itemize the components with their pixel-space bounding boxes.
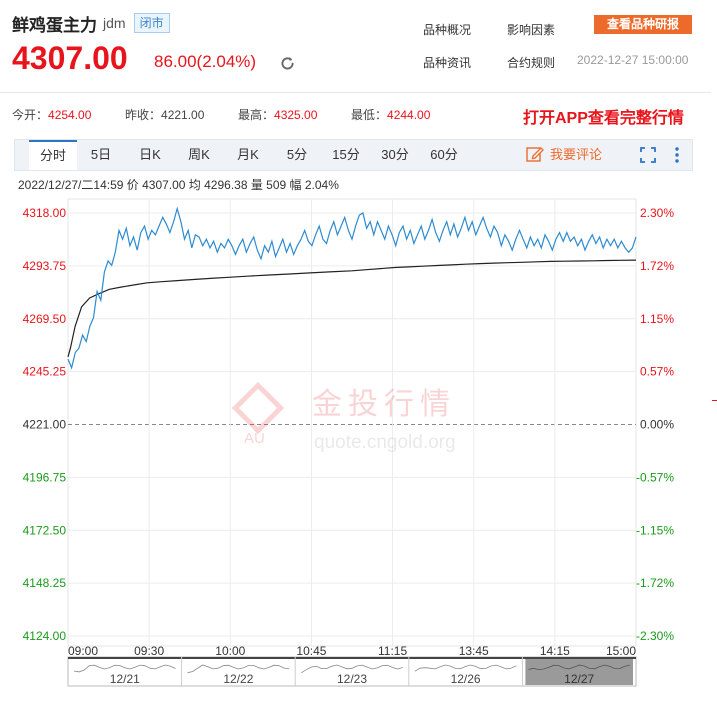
y-tick-label-left: 4318.00 bbox=[23, 206, 67, 220]
y-tick-label-left: 4148.25 bbox=[23, 576, 67, 590]
stat-prev-close: 昨收：4221.00 bbox=[125, 108, 205, 122]
y-tick-label-left: 4221.00 bbox=[23, 418, 67, 432]
x-tick-label: 10:00 bbox=[215, 644, 245, 658]
last-price: 4307.00 bbox=[12, 40, 128, 76]
y-tick-label-right: -1.15% bbox=[636, 523, 674, 537]
x-tick-label: 11:15 bbox=[378, 644, 407, 658]
overview-date-label: 12/27 bbox=[564, 672, 594, 686]
market-status-badge: 闭市 bbox=[133, 13, 170, 33]
x-tick-label: 15:00 bbox=[606, 644, 636, 658]
overview-sparkline bbox=[300, 664, 403, 674]
price-change: 86.00(2.04%) bbox=[154, 52, 257, 71]
overview-date-label: 12/23 bbox=[337, 672, 367, 686]
stat-low: 最低：4244.00 bbox=[351, 108, 431, 122]
y-tick-label-left: 4293.75 bbox=[23, 259, 67, 273]
overview-sparkline bbox=[528, 664, 631, 671]
y-tick-label-left: 4269.50 bbox=[23, 312, 67, 326]
y-tick-label-right: 2.30% bbox=[640, 206, 674, 220]
tab-weekly-k[interactable]: 周K bbox=[188, 147, 210, 162]
overview-sparkline bbox=[73, 664, 176, 673]
product-code: jdm bbox=[103, 15, 126, 31]
quote-timestamp: 2022-12-27 15:00:00 bbox=[577, 53, 689, 67]
link-influence-factors[interactable]: 影响因素 bbox=[507, 23, 556, 37]
y-tick-label-right: -2.30% bbox=[636, 629, 674, 643]
tab-30min[interactable]: 30分 bbox=[381, 147, 409, 162]
overview-sparkline bbox=[414, 664, 517, 672]
comment-button[interactable]: 我要评论 bbox=[526, 140, 602, 170]
overview-date-label: 12/21 bbox=[110, 672, 140, 686]
page-right-edge bbox=[711, 0, 717, 707]
tab-intraday[interactable]: 分时 bbox=[29, 140, 77, 170]
y-tick-label-left: 4245.25 bbox=[23, 365, 67, 379]
y-tick-label-left: 4172.50 bbox=[23, 523, 67, 537]
edge-marker bbox=[712, 400, 717, 401]
research-report-button[interactable]: 查看品种研报 bbox=[594, 15, 692, 34]
overview-sparkline bbox=[187, 664, 290, 674]
stat-open: 今开：4254.00 bbox=[12, 108, 92, 122]
watermark-logo bbox=[231, 381, 285, 435]
x-tick-label: 10:45 bbox=[296, 644, 326, 658]
price-line bbox=[67, 206, 637, 370]
overview-date-label: 12/22 bbox=[223, 672, 253, 686]
y-tick-label-left: 4196.75 bbox=[23, 470, 67, 484]
link-contract-rules[interactable]: 合约规则 bbox=[507, 56, 556, 70]
open-app-link[interactable]: 打开APP查看完整行情 bbox=[523, 110, 684, 127]
intraday-chart[interactable]: AU 金投行情 quote.cngold.org 4318.00 2.30% 429… bbox=[0, 196, 711, 692]
chart-tabbar: 分时 5日 日K 周K 月K 5分 15分 30分 60分 我要评论 bbox=[14, 139, 693, 171]
x-tick-label: 13:45 bbox=[459, 644, 489, 658]
crosshair-info-line: 2022/12/27/二14:59 价 4307.00 均 4296.38 量 … bbox=[18, 178, 339, 192]
tab-monthly-k[interactable]: 月K bbox=[237, 147, 259, 162]
watermark-text: 金投行情 bbox=[312, 387, 456, 422]
fullscreen-icon[interactable] bbox=[640, 147, 656, 163]
y-tick-label-right: -0.57% bbox=[636, 470, 674, 484]
tab-5min[interactable]: 5分 bbox=[286, 147, 308, 162]
edit-icon bbox=[526, 147, 544, 162]
y-tick-label-left: 4124.00 bbox=[23, 629, 67, 643]
stat-high: 最高：4325.00 bbox=[238, 108, 318, 122]
link-product-overview[interactable]: 品种概况 bbox=[423, 23, 472, 37]
plot-frame bbox=[67, 198, 637, 647]
overview-date-label: 12/26 bbox=[451, 672, 481, 686]
tab-5day[interactable]: 5日 bbox=[90, 147, 112, 162]
more-options-icon[interactable] bbox=[673, 146, 681, 164]
tab-daily-k[interactable]: 日K bbox=[139, 147, 161, 162]
watermark-url: quote.cngold.org bbox=[314, 432, 456, 453]
tab-60min[interactable]: 60分 bbox=[430, 147, 458, 162]
header-divider bbox=[0, 92, 717, 93]
average-price-line bbox=[67, 259, 637, 358]
y-tick-label-right: 1.15% bbox=[640, 312, 674, 326]
tab-15min[interactable]: 15分 bbox=[332, 147, 360, 162]
y-tick-label-right: 0.00% bbox=[640, 418, 674, 432]
refresh-icon[interactable] bbox=[279, 55, 296, 72]
x-tick-label: 14:15 bbox=[540, 644, 570, 658]
watermark-badge: AU bbox=[244, 430, 265, 447]
product-name: 鲜鸡蛋主力 bbox=[12, 15, 97, 35]
y-tick-label-right: 0.57% bbox=[640, 365, 674, 379]
title-row: 鲜鸡蛋主力 jdm 闭市 bbox=[12, 12, 170, 35]
x-tick-label: 09:30 bbox=[134, 644, 164, 658]
link-product-news[interactable]: 品种资讯 bbox=[423, 56, 472, 70]
x-tick-label: 09:00 bbox=[68, 644, 98, 658]
y-tick-label-right: -1.72% bbox=[636, 576, 674, 590]
y-tick-label-right: 1.72% bbox=[640, 259, 674, 273]
overview-selection[interactable] bbox=[525, 659, 633, 685]
